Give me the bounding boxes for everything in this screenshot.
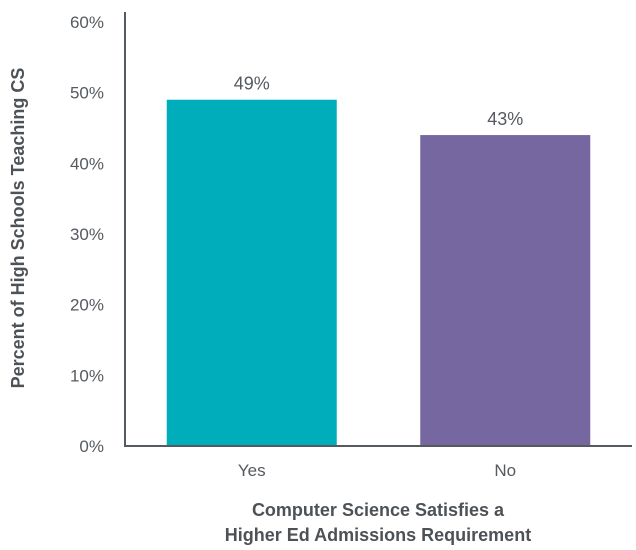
- x-axis-title-line-1: Computer Science Satisfies a: [252, 500, 505, 520]
- y-axis-title: Percent of High Schools Teaching CS: [8, 68, 28, 389]
- bar-no: [420, 135, 591, 447]
- x-tick-label-yes: Yes: [238, 461, 266, 480]
- data-label-no: 43%: [487, 109, 523, 129]
- data-label-yes: 49%: [234, 74, 270, 94]
- y-tick-label: 0%: [79, 437, 104, 456]
- y-tick-label: 60%: [70, 13, 104, 32]
- x-tick-label-no: No: [494, 461, 516, 480]
- bar-yes: [166, 99, 337, 446]
- y-tick-label: 50%: [70, 84, 104, 103]
- y-tick-label: 10%: [70, 366, 104, 385]
- y-tick-label: 30%: [70, 225, 104, 244]
- y-tick-label: 20%: [70, 296, 104, 315]
- y-tick-label: 40%: [70, 154, 104, 173]
- x-axis-title-line-2: Higher Ed Admissions Requirement: [225, 525, 531, 545]
